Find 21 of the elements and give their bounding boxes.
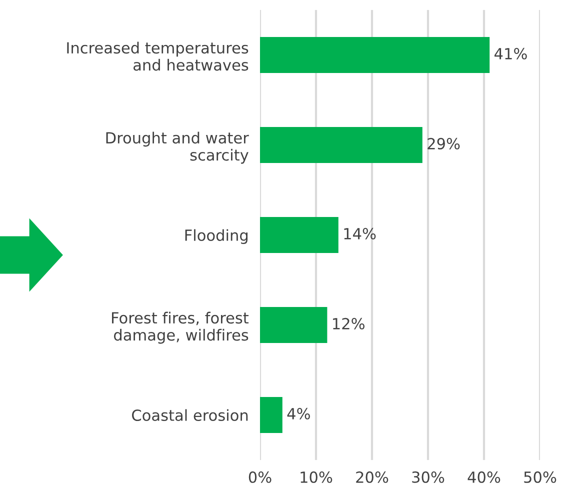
x-tick-label: 10% (300, 471, 332, 483)
data-label: 4% (287, 408, 310, 420)
bar (260, 127, 422, 163)
bar (260, 307, 328, 343)
x-tick-label: 20% (356, 471, 388, 483)
x-tick-label: 40% (468, 471, 500, 483)
data-label: 29% (428, 138, 460, 150)
bar (260, 217, 338, 253)
data-label: 14% (344, 228, 376, 240)
bar (260, 397, 282, 433)
x-tick-label: 30% (412, 471, 444, 483)
y-tick-label: Increased temperatures and heatwaves (67, 42, 248, 71)
y-tick-label: Flooding (185, 229, 248, 244)
bar (260, 37, 490, 73)
y-tick-label: Drought and water scarcity (106, 132, 249, 164)
data-label: 12% (333, 318, 364, 330)
x-tick-label: 50% (524, 471, 556, 483)
y-tick-label: Forest fires, forest damage, wildfires (112, 312, 249, 344)
y-tick-label: Coastal erosion (132, 409, 248, 422)
data-label: 41% (494, 48, 527, 60)
x-tick-label: 0% (248, 471, 272, 483)
